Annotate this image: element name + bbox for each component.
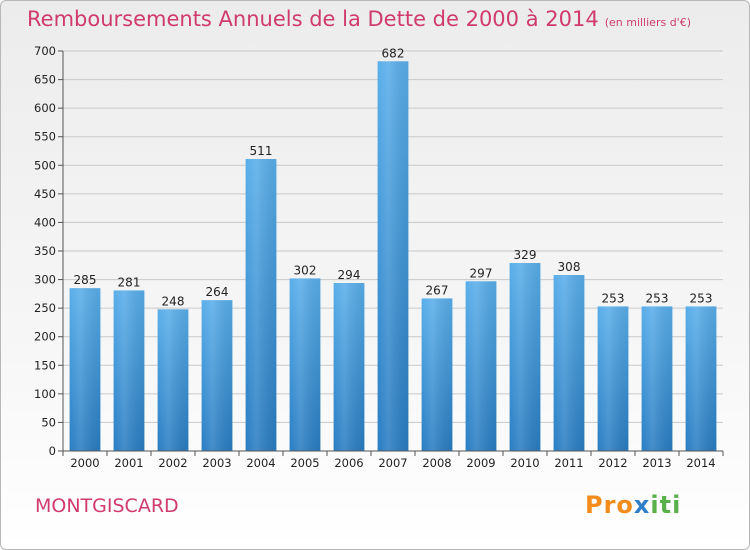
bar-shine <box>289 278 321 451</box>
x-tick-label: 2007 <box>378 456 407 470</box>
bar-shine <box>509 263 541 451</box>
y-tick-label: 0 <box>49 444 56 458</box>
data-label: 281 <box>118 275 141 289</box>
data-label: 682 <box>382 46 405 60</box>
data-label: 294 <box>338 268 361 282</box>
proxiti-logo: Proxiti <box>585 491 681 519</box>
data-label: 267 <box>426 283 449 297</box>
y-tick-label: 400 <box>34 215 56 229</box>
x-tick-label: 2012 <box>598 456 627 470</box>
commune-name: MONTGISCARD <box>35 495 179 517</box>
y-tick-label: 300 <box>34 273 56 287</box>
y-tick-label: 700 <box>34 44 56 58</box>
data-label: 253 <box>690 291 713 305</box>
x-tick-label: 2011 <box>554 456 583 470</box>
bar-shine <box>201 300 233 451</box>
data-label: 302 <box>294 263 317 277</box>
bar-shine <box>157 309 189 451</box>
bar-shine <box>597 306 629 451</box>
y-tick-label: 550 <box>34 130 56 144</box>
x-tick-label: 2014 <box>686 456 715 470</box>
y-tick-label: 600 <box>34 101 56 115</box>
bar-shine <box>421 298 453 451</box>
x-tick-label: 2010 <box>510 456 539 470</box>
data-label: 248 <box>162 294 185 308</box>
y-tick-label: 650 <box>34 73 56 87</box>
bar-shine <box>69 288 101 451</box>
y-tick-label: 450 <box>34 187 56 201</box>
x-tick-label: 2008 <box>422 456 451 470</box>
y-tick-label: 250 <box>34 301 56 315</box>
chart-title: Remboursements Annuels de la Dette de 20… <box>27 7 691 31</box>
bar-shine <box>113 290 145 451</box>
bar-shine <box>685 306 717 451</box>
x-tick-label: 2001 <box>114 456 143 470</box>
logo-part-1: Pro <box>585 491 634 519</box>
data-label: 329 <box>514 248 537 262</box>
x-axis: 2000 2001 2002 2003 2004 2005 2006 2007 2008 2009… <box>62 450 724 470</box>
logo-part-2: x <box>633 491 651 519</box>
y-tick-label: 500 <box>34 158 56 172</box>
x-tick-label: 2006 <box>334 456 363 470</box>
bar-shine <box>641 306 673 451</box>
x-tick-label: 2005 <box>290 456 319 470</box>
bar-shine <box>465 281 497 451</box>
data-label: 264 <box>206 285 229 299</box>
logo-part-3: iti <box>650 491 682 519</box>
chart-unit: (en milliers d'€) <box>604 16 691 29</box>
y-tick-label: 100 <box>34 387 56 401</box>
bars: 285 281 248 264 511 302 294 682 267 297 329 308 253 2… <box>69 46 717 452</box>
bar-shine <box>553 275 585 451</box>
x-tick-label: 2003 <box>202 456 231 470</box>
bar-shine <box>377 61 409 452</box>
y-axis: 0 50 100 150 200 250 300 350 400 450 500 550 600 650 7… <box>34 44 64 458</box>
x-tick-label: 2004 <box>246 456 275 470</box>
bar-shine <box>245 159 277 451</box>
y-tick-label: 50 <box>41 415 56 429</box>
x-tick-label: 2009 <box>466 456 495 470</box>
bar-shine <box>333 283 365 451</box>
data-label: 285 <box>74 273 97 287</box>
x-tick-label: 2000 <box>70 456 99 470</box>
data-label: 511 <box>250 144 273 158</box>
data-label: 253 <box>602 291 625 305</box>
data-label: 297 <box>470 266 493 280</box>
y-tick-label: 150 <box>34 358 56 372</box>
data-label: 253 <box>646 291 669 305</box>
x-tick-label: 2013 <box>642 456 671 470</box>
y-tick-label: 350 <box>34 244 56 258</box>
x-tick-label: 2002 <box>158 456 187 470</box>
chart-title-text: Remboursements Annuels de la Dette de 20… <box>27 7 599 31</box>
data-label: 308 <box>558 260 581 274</box>
y-tick-label: 200 <box>34 330 56 344</box>
